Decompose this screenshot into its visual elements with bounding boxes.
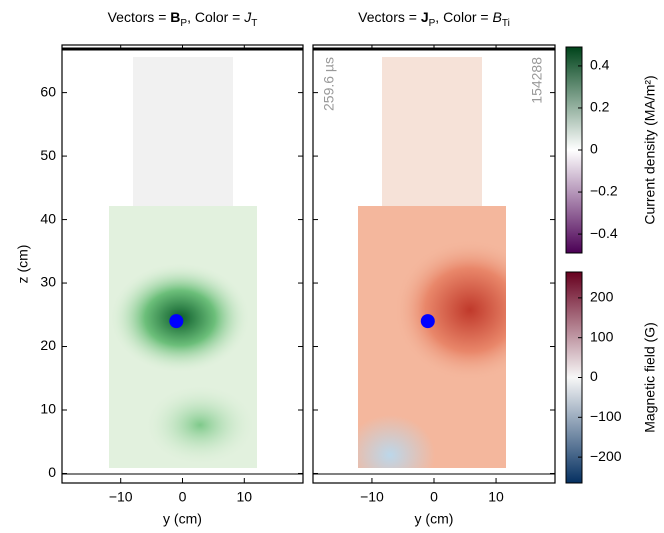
y-tick-label: 50 — [40, 147, 56, 163]
colorbar-tick-label: −0.4 — [590, 225, 618, 241]
marker — [169, 314, 184, 329]
colorbar-label: Magnetic field (G) — [642, 322, 658, 432]
colorbar-tick-label: −0.2 — [590, 183, 618, 199]
title-part: Vectors = — [358, 9, 421, 25]
y-tick-label: 30 — [40, 274, 56, 290]
y-tick-label: 0 — [48, 464, 56, 480]
x-tick-label: −10 — [360, 489, 384, 505]
title-part: B — [170, 9, 180, 25]
colorbar-tick-label: 0.2 — [590, 99, 610, 115]
color-field — [109, 57, 257, 468]
title-part: P — [429, 18, 436, 29]
y-tick-label: 40 — [40, 210, 56, 226]
y-axis-label: z (cm) — [15, 245, 31, 284]
x-tick-label: 10 — [237, 489, 253, 505]
title-part: B — [493, 9, 502, 25]
y-tick-label: 20 — [40, 337, 56, 353]
x-tick-label: 0 — [430, 489, 438, 505]
title-part: P — [180, 18, 187, 29]
colorbar-tick-label: −200 — [590, 448, 622, 464]
colorbar-label: Current density (MA/m²) — [642, 75, 658, 224]
colorbar-tick-label: 0 — [590, 368, 598, 384]
color-field — [358, 57, 506, 468]
colorbar-tick-label: 0.4 — [590, 57, 610, 73]
colorbar-tick-label: 200 — [590, 289, 614, 305]
x-tick-label: 0 — [179, 489, 187, 505]
title-part: T — [251, 18, 257, 29]
x-tick-label: 10 — [488, 489, 504, 505]
chart-title: Vectors = BP, Color = JT — [108, 9, 258, 29]
colorbar-tick-label: 100 — [590, 328, 614, 344]
title-part: , Color = — [435, 9, 492, 25]
x-axis-label: y (cm) — [415, 511, 454, 527]
y-tick-label: 10 — [40, 401, 56, 417]
y-tick-label: 60 — [40, 83, 56, 99]
title-part: Vectors = — [108, 9, 171, 25]
colorbar-tick-label: −100 — [590, 408, 622, 424]
marker — [420, 314, 435, 329]
title-part: J — [243, 9, 252, 25]
x-tick-label: −10 — [109, 489, 133, 505]
title-part: Ti — [502, 18, 510, 29]
x-axis-label: y (cm) — [163, 511, 202, 527]
title-part: , Color = — [187, 9, 244, 25]
chart-title: Vectors = JP, Color = BTi — [358, 9, 510, 29]
annotation: 154288 — [529, 57, 545, 104]
annotation: 259.6 µs — [321, 57, 337, 111]
colorbar-tick-label: 0 — [590, 141, 598, 157]
title-part: J — [421, 9, 429, 25]
